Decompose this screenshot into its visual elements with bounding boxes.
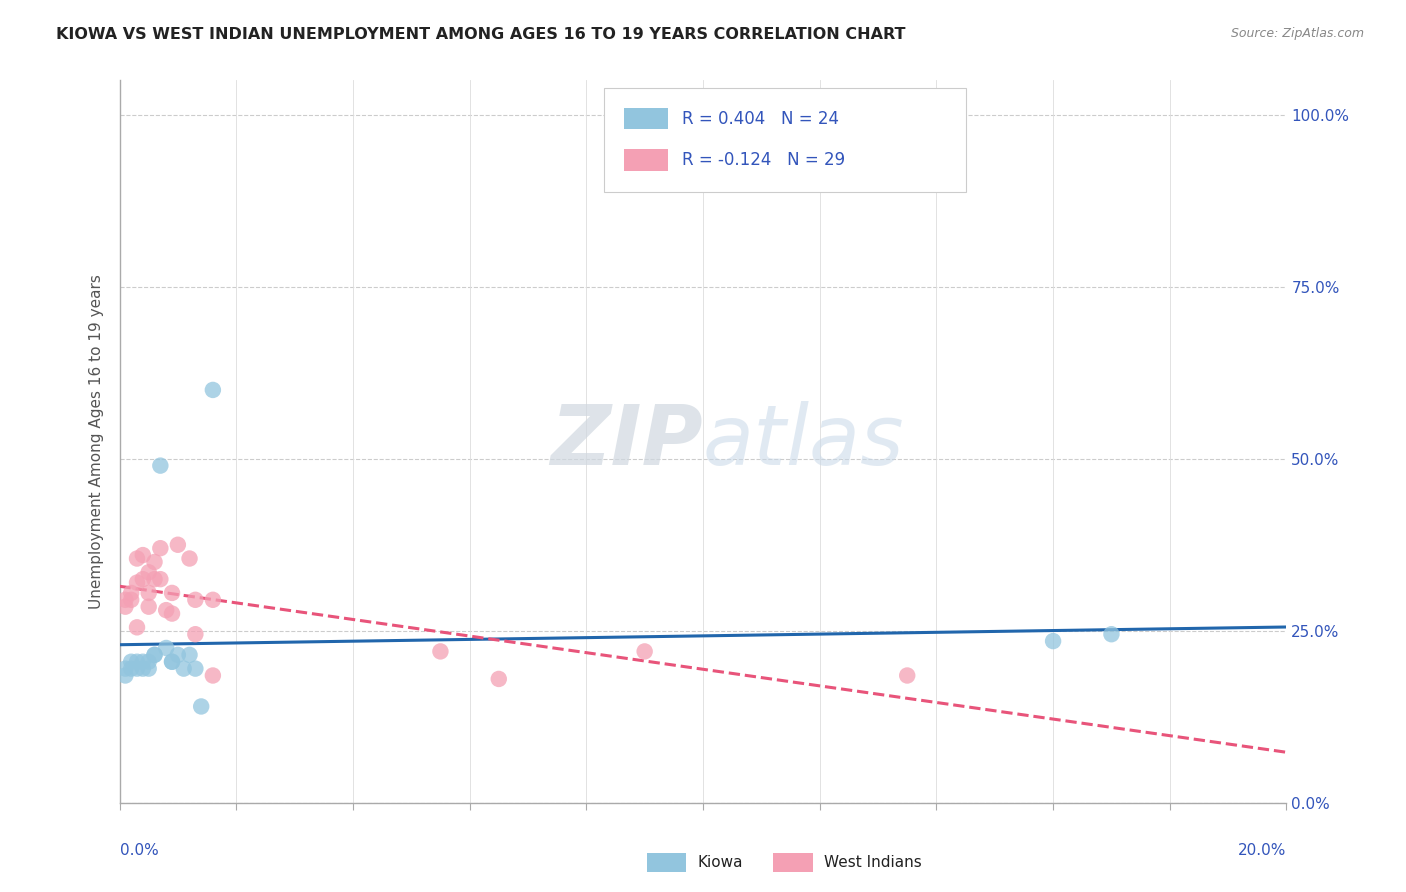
Point <box>125 620 148 634</box>
FancyBboxPatch shape <box>603 87 966 193</box>
Point <box>125 551 148 566</box>
Point <box>138 655 160 669</box>
Point <box>166 538 188 552</box>
Point <box>143 648 166 662</box>
Point <box>184 627 207 641</box>
Point <box>143 572 166 586</box>
Point <box>138 586 160 600</box>
Text: West Indians: West Indians <box>824 855 922 870</box>
Point <box>132 655 155 669</box>
Point <box>143 648 166 662</box>
Point <box>201 383 224 397</box>
Point <box>184 592 207 607</box>
Y-axis label: Unemployment Among Ages 16 to 19 years: Unemployment Among Ages 16 to 19 years <box>89 274 104 609</box>
Point <box>429 644 451 658</box>
Text: 20.0%: 20.0% <box>1239 843 1286 857</box>
Point <box>184 662 207 676</box>
Point <box>120 655 142 669</box>
Point <box>160 607 183 621</box>
Point <box>488 672 510 686</box>
Point <box>125 575 148 590</box>
Point <box>201 592 224 607</box>
Point <box>132 572 155 586</box>
Point <box>179 551 201 566</box>
Point <box>160 655 183 669</box>
Text: KIOWA VS WEST INDIAN UNEMPLOYMENT AMONG AGES 16 TO 19 YEARS CORRELATION CHART: KIOWA VS WEST INDIAN UNEMPLOYMENT AMONG … <box>56 27 905 42</box>
Point <box>120 592 142 607</box>
Text: Kiowa: Kiowa <box>697 855 742 870</box>
Point <box>633 644 655 658</box>
Point <box>149 572 172 586</box>
Point <box>149 458 172 473</box>
Point <box>149 541 172 556</box>
Point <box>1099 627 1122 641</box>
Point <box>896 668 918 682</box>
Point <box>155 603 177 617</box>
Bar <box>624 149 668 170</box>
Bar <box>624 108 668 129</box>
Text: Source: ZipAtlas.com: Source: ZipAtlas.com <box>1230 27 1364 40</box>
Point <box>125 662 148 676</box>
Point <box>201 668 224 682</box>
Point <box>138 566 160 580</box>
Point <box>160 586 183 600</box>
Text: 0.0%: 0.0% <box>120 843 159 857</box>
Point <box>143 555 166 569</box>
Point <box>190 699 212 714</box>
Text: ZIP: ZIP <box>550 401 703 482</box>
Point <box>166 648 188 662</box>
Point <box>120 586 142 600</box>
Point <box>132 662 155 676</box>
Point <box>114 668 136 682</box>
Point <box>138 662 160 676</box>
Point <box>160 655 183 669</box>
Point <box>1042 634 1064 648</box>
Point <box>179 648 201 662</box>
Point <box>114 592 136 607</box>
Point <box>114 662 136 676</box>
Point <box>155 640 177 655</box>
Point <box>138 599 160 614</box>
Point <box>125 655 148 669</box>
Point <box>114 599 136 614</box>
Point <box>132 548 155 562</box>
Point <box>173 662 195 676</box>
Text: atlas: atlas <box>703 401 904 482</box>
Text: R = -0.124   N = 29: R = -0.124 N = 29 <box>682 151 845 169</box>
Point <box>120 662 142 676</box>
Text: R = 0.404   N = 24: R = 0.404 N = 24 <box>682 110 839 128</box>
